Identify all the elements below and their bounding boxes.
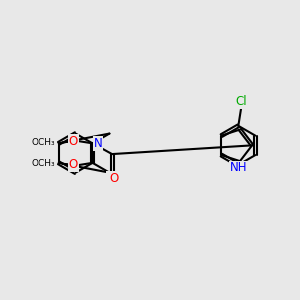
Text: OCH₃: OCH₃: [32, 159, 56, 168]
Text: NH: NH: [230, 161, 247, 175]
Text: N: N: [94, 137, 103, 150]
Text: O: O: [109, 172, 118, 185]
Text: O: O: [107, 172, 117, 185]
Text: Cl: Cl: [236, 94, 247, 108]
Text: O: O: [69, 158, 78, 171]
Text: O: O: [69, 135, 78, 148]
Text: OCH₃: OCH₃: [32, 138, 56, 147]
